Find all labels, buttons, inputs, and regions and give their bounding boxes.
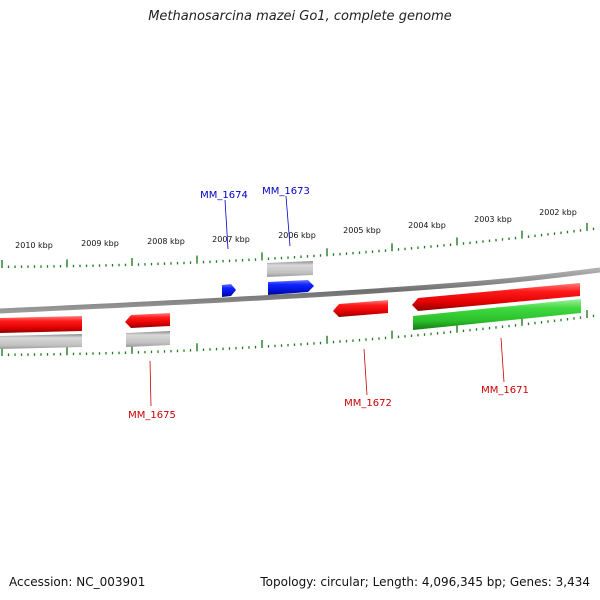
gene-label-mm1674[interactable]: MM_1674 xyxy=(200,190,248,201)
gene-label-mm1675[interactable]: MM_1675 xyxy=(128,410,176,421)
outer-tick-ruler xyxy=(1,222,595,268)
kbp-label: 2003 kbp xyxy=(474,215,512,224)
mm1672-feature[interactable] xyxy=(333,300,388,317)
inner-tick-ruler xyxy=(1,310,595,356)
mm1673-feature[interactable] xyxy=(268,280,314,295)
kbp-labels: 2010 kbp 2009 kbp 2008 kbp 2007 kbp 2006… xyxy=(15,208,577,250)
green-feature xyxy=(413,299,581,330)
mm1671-feature[interactable] xyxy=(412,283,580,311)
kbp-label: 2010 kbp xyxy=(15,241,53,250)
kbp-label: 2002 kbp xyxy=(539,208,577,217)
mm1675-feature[interactable] xyxy=(125,313,170,328)
gene-label-mm1672[interactable]: MM_1672 xyxy=(344,398,392,409)
label-leaders xyxy=(149,195,505,407)
kbp-label: 2005 kbp xyxy=(343,226,381,235)
gene-label-mm1673[interactable]: MM_1673 xyxy=(262,186,310,197)
kbp-label: 2008 kbp xyxy=(147,237,185,246)
map-title: Methanosarcina mazei Go1, complete genom… xyxy=(148,9,452,24)
kbp-label: 2009 kbp xyxy=(81,239,119,248)
kbp-label: 2007 kbp xyxy=(212,235,250,244)
genome-summary-text: Topology: circular; Length: 4,096,345 bp… xyxy=(260,575,590,589)
grey-feature-left xyxy=(0,334,82,349)
mm1674-feature[interactable] xyxy=(222,284,236,297)
red-feature-left xyxy=(0,316,82,333)
genome-backbone xyxy=(0,267,600,314)
grey-feature-mid xyxy=(126,331,170,347)
gene-label-mm1671[interactable]: MM_1671 xyxy=(481,385,529,396)
accession-text: Accession: NC_003901 xyxy=(9,575,146,589)
kbp-label: 2004 kbp xyxy=(408,221,446,230)
grey-feature-forward xyxy=(267,261,313,277)
kbp-label: 2006 kbp xyxy=(278,231,316,240)
